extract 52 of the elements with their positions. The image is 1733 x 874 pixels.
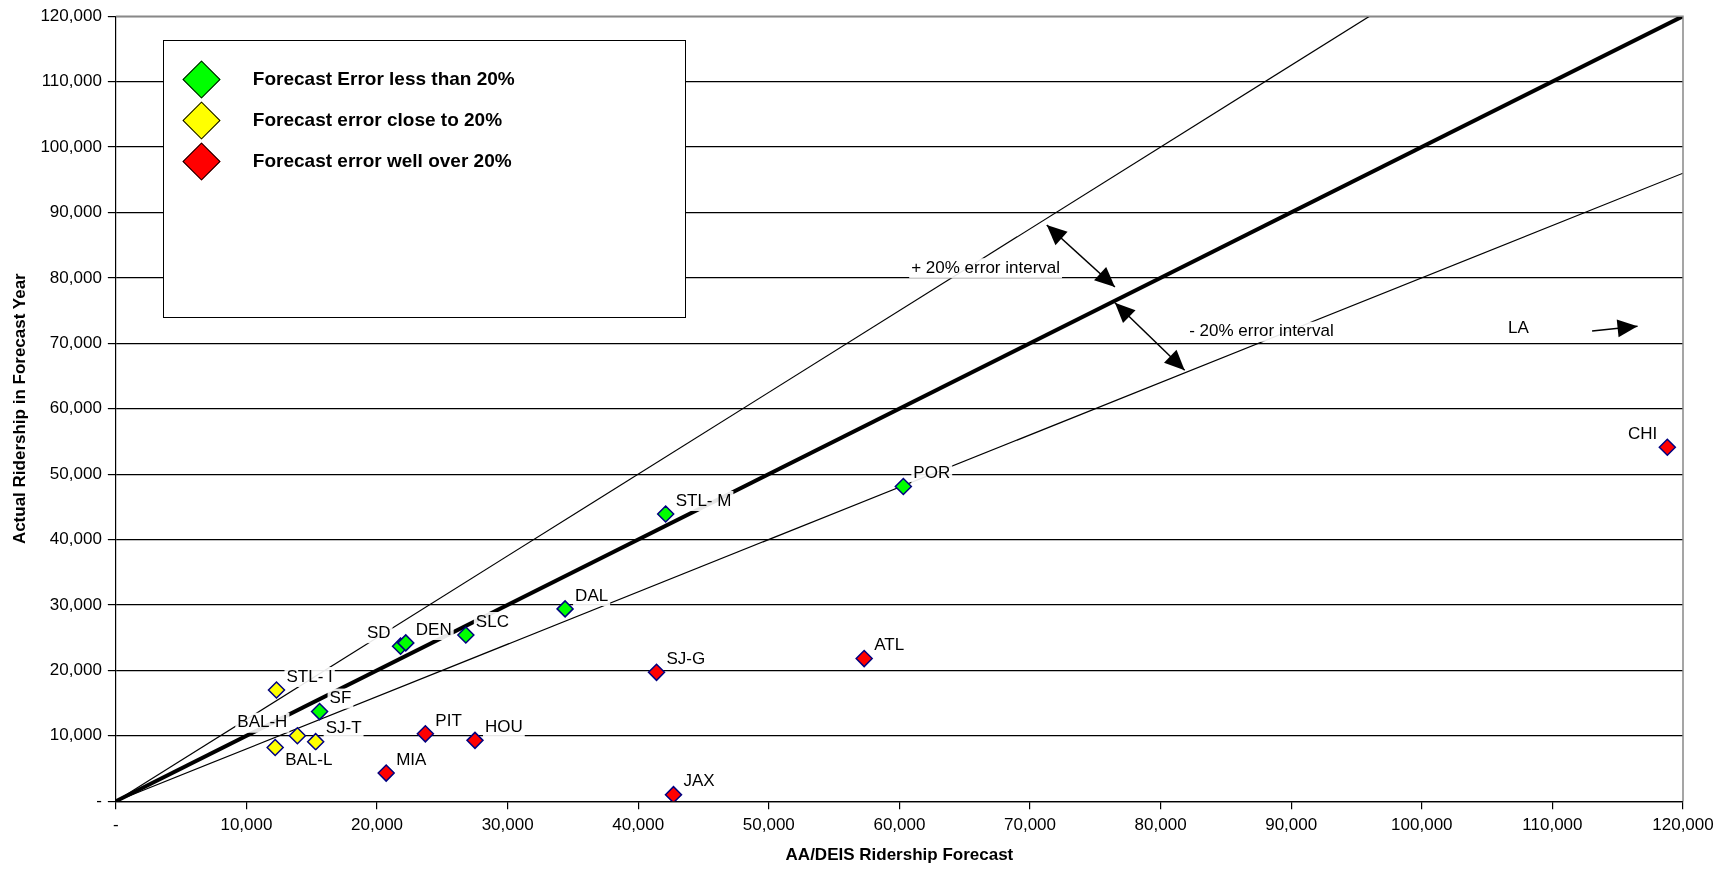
y-tick-label: 30,000 (49, 594, 102, 614)
data-label: JAX (683, 771, 715, 791)
annotation: - 20% error interval (1189, 321, 1334, 341)
y-tick-label: - (96, 790, 102, 810)
x-tick-label: 10,000 (220, 815, 273, 835)
data-label: DAL (575, 585, 609, 605)
y-tick-label: 10,000 (49, 725, 102, 745)
data-label: HOU (484, 717, 523, 737)
x-tick-label: 80,000 (1134, 815, 1187, 835)
data-label: SJ-T (325, 718, 362, 738)
data-label: MIA (396, 749, 428, 769)
x-tick-label: 60,000 (873, 815, 926, 835)
x-tick-label: - (113, 815, 119, 835)
data-label: DEN (415, 619, 452, 639)
y-tick-label: 70,000 (49, 332, 102, 352)
data-label: PIT (435, 710, 462, 730)
x-tick-label: 110,000 (1522, 815, 1583, 835)
y-tick-label: 120,000 (40, 5, 102, 25)
y-tick-label: 40,000 (49, 529, 102, 549)
data-label: BAL-H (237, 712, 288, 732)
x-tick-label: 30,000 (481, 815, 534, 835)
data-label: STL- I (286, 666, 333, 686)
y-tick-label: 20,000 (49, 660, 102, 680)
y-tick-label: 50,000 (49, 463, 102, 483)
data-label: STL- M (675, 490, 732, 510)
x-tick-label: 20,000 (351, 815, 404, 835)
data-label: CHI (1628, 423, 1658, 443)
data-label: SLC (475, 611, 509, 631)
data-label: BAL-L (285, 750, 333, 770)
legend-label: Forecast error close to 20% (252, 109, 503, 132)
legend-label: Forecast Error less than 20% (252, 68, 515, 91)
y-tick-label: 100,000 (40, 136, 102, 156)
y-tick-label: 110,000 (41, 71, 102, 91)
data-label: SF (329, 688, 352, 708)
legend-label: Forecast error well over 20% (252, 150, 512, 173)
data-label: SD (366, 622, 391, 642)
x-tick-label: 90,000 (1265, 815, 1318, 835)
x-tick-label: 50,000 (742, 815, 795, 835)
x-axis-title: AA/DEIS Ridership Forecast (785, 845, 1014, 865)
x-tick-label: 40,000 (612, 815, 665, 835)
data-label: POR (913, 463, 951, 483)
y-tick-label: 60,000 (49, 398, 102, 418)
data-label: ATL (874, 635, 905, 655)
x-tick-label: 100,000 (1391, 815, 1453, 835)
annotation: LA (1508, 318, 1530, 338)
annotation: + 20% error interval (911, 257, 1061, 277)
x-tick-label: 70,000 (1004, 815, 1057, 835)
y-axis-title: Actual Ridership in Forecast Year (9, 272, 29, 545)
y-tick-label: 90,000 (49, 202, 102, 222)
x-tick-label: 120,000 (1652, 815, 1714, 835)
y-tick-label: 80,000 (49, 267, 102, 287)
data-label: SJ-G (666, 649, 706, 669)
